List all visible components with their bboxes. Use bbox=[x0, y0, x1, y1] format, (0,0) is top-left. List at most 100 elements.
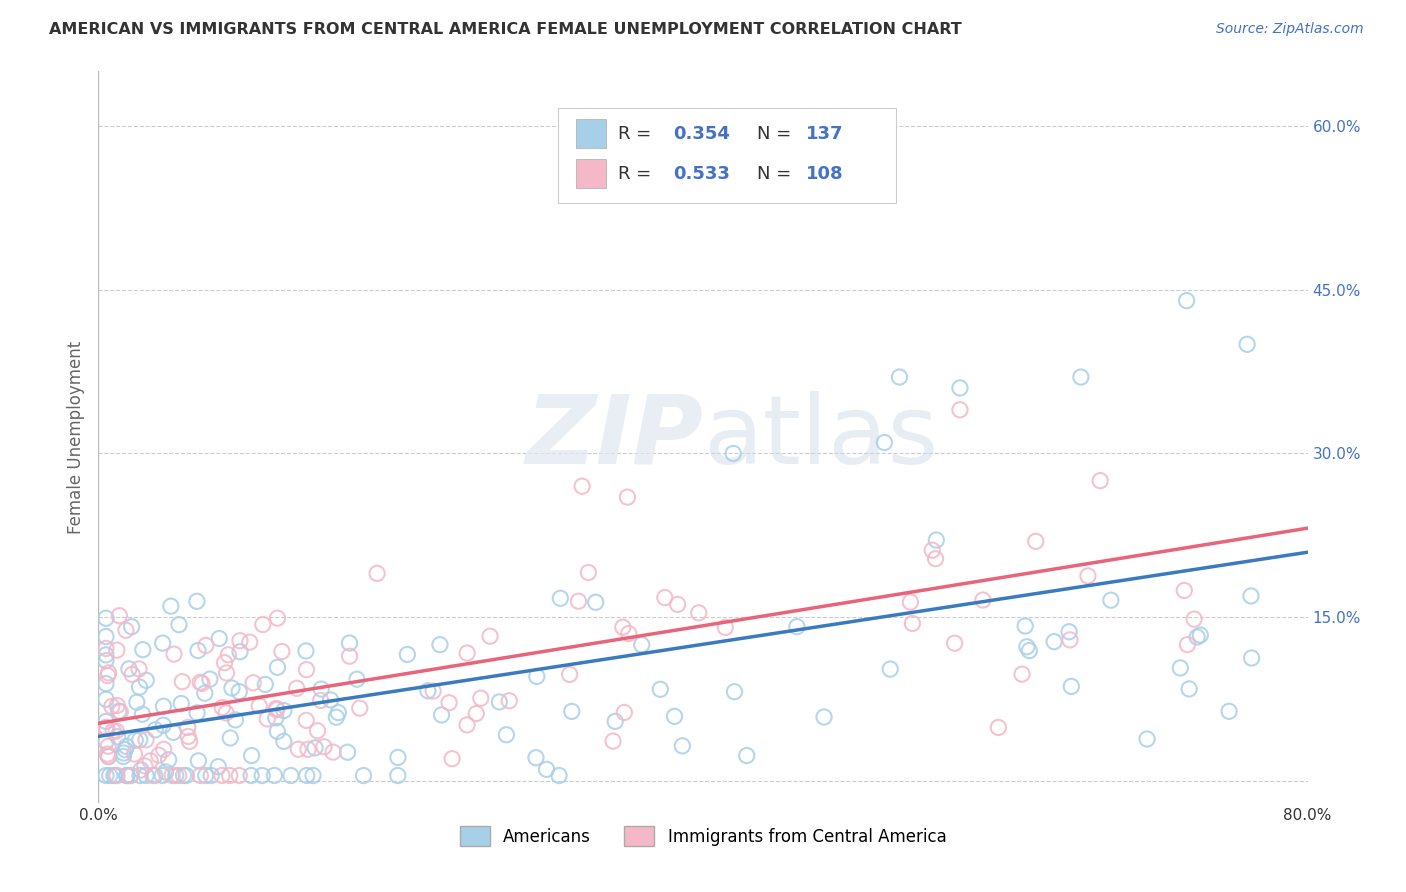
Point bbox=[1057, 624, 1080, 639]
Point bbox=[115, 768, 138, 782]
Point bbox=[264, 701, 287, 715]
Point bbox=[561, 705, 583, 719]
Point bbox=[240, 748, 263, 763]
Point bbox=[118, 662, 141, 676]
Point bbox=[576, 566, 599, 580]
Point bbox=[1018, 643, 1040, 657]
Point bbox=[256, 712, 278, 726]
Point bbox=[612, 620, 634, 634]
Point bbox=[135, 732, 157, 747]
Point bbox=[200, 768, 222, 782]
Point bbox=[94, 720, 117, 734]
Point bbox=[585, 595, 607, 609]
Point bbox=[1025, 534, 1047, 549]
Point bbox=[134, 759, 156, 773]
Point bbox=[228, 684, 250, 698]
Point bbox=[135, 673, 157, 688]
Point bbox=[889, 370, 911, 384]
Point bbox=[110, 705, 132, 719]
Point bbox=[366, 566, 388, 581]
Point bbox=[152, 699, 174, 714]
Point bbox=[949, 381, 972, 395]
Point bbox=[129, 763, 152, 777]
Point bbox=[242, 675, 264, 690]
Point bbox=[346, 672, 368, 686]
Point bbox=[605, 714, 627, 729]
Point bbox=[1070, 370, 1092, 384]
Point bbox=[148, 748, 170, 763]
Point bbox=[617, 626, 640, 640]
Point bbox=[1168, 661, 1191, 675]
Point bbox=[273, 734, 295, 748]
Point bbox=[167, 617, 190, 632]
Point bbox=[229, 633, 252, 648]
Point bbox=[120, 768, 142, 782]
Point bbox=[280, 768, 302, 782]
Point bbox=[96, 747, 118, 761]
Point bbox=[266, 660, 288, 674]
Point bbox=[239, 635, 262, 649]
Point bbox=[229, 645, 252, 659]
Point bbox=[94, 714, 117, 729]
Point bbox=[1043, 634, 1066, 648]
Point bbox=[437, 696, 460, 710]
Point bbox=[139, 754, 162, 768]
Text: 137: 137 bbox=[806, 125, 844, 143]
Text: ZIP: ZIP bbox=[524, 391, 703, 483]
Point bbox=[94, 648, 117, 662]
Point bbox=[115, 768, 138, 782]
Point bbox=[666, 598, 689, 612]
Point bbox=[215, 665, 238, 680]
Point bbox=[786, 620, 808, 634]
Point bbox=[524, 750, 547, 764]
Point bbox=[160, 768, 183, 782]
Point bbox=[1236, 337, 1258, 351]
Point bbox=[879, 662, 901, 676]
Point bbox=[128, 732, 150, 747]
Point bbox=[295, 714, 318, 728]
Point bbox=[252, 768, 274, 782]
Point bbox=[270, 644, 292, 658]
Point bbox=[157, 753, 180, 767]
Point bbox=[94, 721, 117, 735]
Point bbox=[94, 641, 117, 656]
Point bbox=[972, 593, 994, 607]
Point bbox=[94, 676, 117, 690]
Point bbox=[105, 698, 128, 713]
Point bbox=[422, 684, 444, 698]
Point bbox=[190, 768, 212, 782]
Point bbox=[309, 681, 332, 696]
Point bbox=[263, 768, 285, 782]
Point bbox=[217, 648, 239, 662]
Point bbox=[145, 723, 167, 737]
Point bbox=[177, 730, 200, 744]
Point bbox=[150, 768, 173, 782]
Point bbox=[328, 706, 350, 720]
Point bbox=[650, 682, 672, 697]
Point bbox=[664, 709, 686, 723]
Point bbox=[309, 693, 332, 707]
Text: N =: N = bbox=[758, 125, 797, 143]
Point bbox=[456, 718, 478, 732]
Point bbox=[987, 721, 1010, 735]
Text: 108: 108 bbox=[806, 165, 844, 183]
Text: R =: R = bbox=[619, 125, 658, 143]
Point bbox=[339, 636, 361, 650]
Point bbox=[1059, 632, 1081, 647]
Point bbox=[186, 706, 208, 720]
Point bbox=[96, 722, 118, 736]
Point bbox=[1218, 704, 1240, 718]
Point bbox=[264, 711, 287, 725]
Point bbox=[211, 700, 233, 714]
Point bbox=[470, 691, 492, 706]
Point bbox=[187, 643, 209, 657]
Point bbox=[558, 667, 581, 681]
Point bbox=[155, 764, 177, 779]
Point bbox=[723, 446, 745, 460]
Point bbox=[94, 692, 117, 706]
Point bbox=[97, 665, 120, 680]
Point bbox=[142, 768, 165, 782]
Point bbox=[304, 740, 326, 755]
Point bbox=[162, 725, 184, 739]
Point bbox=[105, 724, 128, 739]
